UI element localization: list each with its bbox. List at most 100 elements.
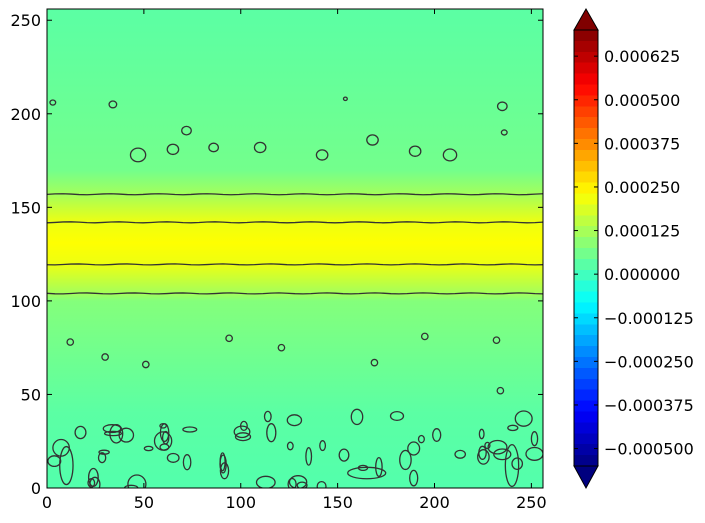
contour-noise-patch	[219, 454, 227, 474]
contour-blob-high	[496, 386, 505, 395]
contour-noise-patch	[511, 457, 524, 471]
contour-noise-patch	[417, 434, 425, 444]
colorbar-tick-label: 0.000500	[604, 91, 680, 110]
contour-noise-patch	[399, 449, 412, 471]
contour-noise-patch	[143, 445, 154, 452]
contour-blob-low	[208, 142, 220, 153]
contour-blob-low	[315, 149, 329, 161]
contour-noise-patch	[487, 439, 508, 455]
contour-blob-low	[129, 147, 147, 163]
contour-noise-patch	[409, 469, 419, 487]
colorbar: 0.000625 0.000500 0.000375 0.000250 0.000125…	[573, 7, 694, 490]
colorbar-extend-bottom	[573, 465, 599, 490]
colorbar-ticks: 0.000625 0.000500 0.000375 0.000250 0.000125…	[574, 47, 694, 459]
contour-line	[47, 292, 543, 295]
contour-noise-patch	[477, 449, 490, 465]
contour-noise-patch	[347, 466, 387, 480]
contour-noise-patch	[478, 428, 485, 440]
contour-noise-patch	[432, 428, 442, 442]
plot-frame	[46, 8, 544, 489]
contour-blob-high	[492, 336, 501, 345]
contour-blob-low	[253, 141, 267, 154]
contour-noise-patch	[287, 477, 297, 488]
contour-noise-patch	[182, 426, 198, 433]
heatmap-field	[47, 9, 543, 488]
contour-blob-high	[66, 338, 75, 346]
plot-area: 0 50 100 150 200 250 0 50 100 150 200 250	[10, 8, 547, 512]
contour-blob-high	[370, 358, 379, 367]
colorbar-tick-label: 0.000000	[604, 265, 680, 284]
contour-blob-low	[166, 143, 180, 156]
contour-noise-patch	[166, 452, 180, 463]
contour-noise-patch	[234, 432, 252, 442]
contour-noise-patch	[266, 423, 277, 443]
contour-layer	[47, 96, 543, 488]
contour-noise-patch	[74, 425, 87, 440]
contour-noise-patch	[319, 440, 327, 452]
contour-noise-patch	[102, 424, 122, 434]
contour-noise-patch	[493, 448, 512, 461]
y-tick-label: 100	[10, 292, 41, 311]
y-tick-label: 150	[10, 198, 41, 217]
contour-noise-patch	[182, 454, 192, 471]
x-tick-label: 200	[419, 493, 450, 512]
contour-noise-patch	[109, 423, 124, 444]
contour-noise-patch	[389, 410, 405, 422]
contour-noise-patch	[239, 420, 248, 432]
contour-noise-patch	[286, 414, 303, 427]
colorbar-tick-label: −0.000375	[604, 396, 694, 415]
contour-noise-patch	[59, 445, 74, 486]
colorbar-tick-label: −0.000125	[604, 309, 694, 328]
x-tick-label: 50	[134, 493, 154, 512]
contour-noise-patch	[103, 430, 123, 437]
colorbar-extend-top	[573, 7, 599, 31]
contour-noise-patch	[316, 480, 327, 488]
contour-noise-patch	[97, 452, 107, 464]
contour-blob-low	[49, 99, 57, 106]
contour-noise-patch	[525, 446, 543, 461]
x-tick-label: 150	[322, 493, 353, 512]
x-tick-label: 250	[516, 493, 547, 512]
contour-blob-low	[108, 100, 118, 109]
y-axis-ticks: 0 50 100 150 200 250	[10, 11, 543, 498]
contour-blob-high	[277, 343, 286, 352]
colorbar-tick-label: 0.000250	[604, 178, 680, 197]
contour-noise-patch	[514, 410, 533, 427]
contour-noise-patch	[286, 441, 294, 451]
contour-blob-high	[101, 353, 109, 361]
x-axis-ticks: 0 50 100 150 200 250	[42, 9, 547, 512]
contour-noise-patch	[375, 456, 383, 478]
y-tick-label: 50	[21, 385, 41, 404]
contour-noise-patch	[407, 441, 421, 456]
contour-blob-low	[181, 125, 192, 136]
contour-line	[47, 221, 543, 224]
colorbar-tick-label: −0.000250	[604, 352, 694, 371]
colorbar-tick-label: 0.000625	[604, 47, 680, 66]
contour-line	[47, 263, 543, 266]
contour-blob-low	[366, 134, 379, 146]
contour-line	[47, 193, 543, 196]
colorbar-tick-label: −0.000500	[604, 440, 694, 459]
contour-noise-patch	[255, 475, 276, 488]
y-tick-label: 250	[10, 11, 41, 30]
x-tick-label: 100	[225, 493, 256, 512]
contour-noise-patch	[288, 475, 308, 488]
contour-noise-patch	[127, 474, 147, 488]
contour-noise-patch	[504, 443, 520, 488]
y-tick-label: 0	[31, 479, 41, 498]
contour-noise-patch	[350, 408, 364, 426]
contour-noise-patch	[530, 431, 539, 447]
x-tick-label: 0	[42, 493, 52, 512]
contour-noise-patch	[263, 410, 272, 423]
y-tick-label: 200	[10, 105, 41, 124]
colorbar-body	[573, 29, 599, 467]
contour-noise-patch	[219, 462, 230, 480]
contour-noise-patch	[47, 455, 62, 468]
contour-noise-patch	[507, 424, 519, 432]
contour-noise-patch	[338, 448, 350, 462]
contour-blob-high	[141, 360, 150, 369]
contour-blob-low	[342, 96, 348, 102]
contour-noise-patch	[87, 478, 96, 488]
contour-blob-low	[408, 145, 422, 157]
